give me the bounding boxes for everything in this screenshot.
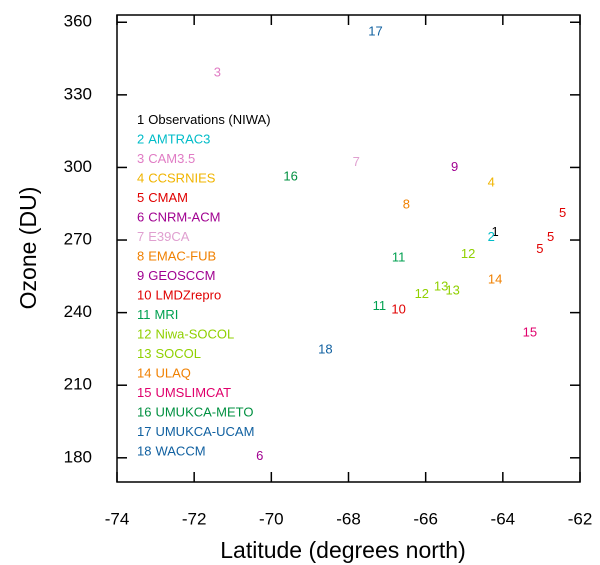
legend-entry: 2 AMTRAC3 xyxy=(137,132,210,147)
y-tick-label: 240 xyxy=(64,302,92,321)
legend-label: Niwa-SOCOL xyxy=(155,327,234,342)
point-marker: 12 xyxy=(415,286,429,301)
point-marker: 5 xyxy=(536,241,543,256)
legend-marker: 5 xyxy=(137,190,144,205)
legend-entry: 15 UMSLIMCAT xyxy=(137,385,231,400)
legend-entry: 9 GEOSCCM xyxy=(137,268,215,283)
legend-marker: 2 xyxy=(137,132,144,147)
x-tick-label: -74 xyxy=(105,509,130,528)
x-tick-label: -72 xyxy=(182,509,207,528)
legend-marker: 12 xyxy=(137,327,151,342)
point-marker: 8 xyxy=(403,196,410,211)
point-marker: 3 xyxy=(214,65,221,80)
legend-marker: 16 xyxy=(137,405,151,420)
point-marker: 16 xyxy=(283,169,297,184)
point-marker: 6 xyxy=(256,448,263,463)
legend-marker: 9 xyxy=(137,268,144,283)
y-tick-label: 180 xyxy=(64,447,92,466)
legend-marker: 11 xyxy=(137,307,151,322)
x-tick-label: -66 xyxy=(413,509,438,528)
legend-entry: 10 LMDZrepro xyxy=(137,288,221,303)
legend-entry: 1 Observations (NIWA) xyxy=(137,112,271,127)
x-tick-label: -62 xyxy=(568,509,593,528)
point-marker: 9 xyxy=(451,159,458,174)
y-tick-label: 330 xyxy=(64,84,92,103)
point-marker: 2 xyxy=(488,229,495,244)
point-marker: 5 xyxy=(559,205,566,220)
y-axis-label: Ozone (DU) xyxy=(15,187,41,310)
legend-marker: 18 xyxy=(137,444,151,459)
point-marker: 1 xyxy=(491,224,498,239)
legend-entry: 3 CAM3.5 xyxy=(137,151,195,166)
point-marker: 10 xyxy=(391,302,405,317)
legend-entry: 7 E39CA xyxy=(137,229,190,244)
legend-label: CNRM-ACM xyxy=(148,210,220,225)
legend-label: CMAM xyxy=(148,190,188,205)
point-marker: 13 xyxy=(434,279,448,294)
legend-entry: 12 Niwa-SOCOL xyxy=(137,327,234,342)
point-marker: 7 xyxy=(353,154,360,169)
legend-label: EMAC-FUB xyxy=(148,249,216,264)
y-tick-label: 300 xyxy=(64,157,92,176)
point-marker: 17 xyxy=(368,23,382,38)
point-marker: 11 xyxy=(392,250,406,265)
legend-marker: 3 xyxy=(137,151,144,166)
legend-entry: 18 WACCM xyxy=(137,444,206,459)
legend-entry: 4 CCSRNIES xyxy=(137,171,216,186)
legend-entry: 17 UMUKCA-UCAM xyxy=(137,424,254,439)
legend-marker: 4 xyxy=(137,171,144,186)
legend-label: UMUKCA-METO xyxy=(155,405,253,420)
legend-label: AMTRAC3 xyxy=(148,132,210,147)
legend-label: CCSRNIES xyxy=(148,171,216,186)
legend-label: MRI xyxy=(155,307,179,322)
legend-label: CAM3.5 xyxy=(148,151,195,166)
legend-marker: 7 xyxy=(137,229,144,244)
point-marker: 14 xyxy=(488,271,502,286)
y-tick-label: 270 xyxy=(64,230,92,249)
x-tick-label: -70 xyxy=(259,509,284,528)
legend-entry: 5 CMAM xyxy=(137,190,188,205)
y-tick-label: 360 xyxy=(64,12,92,31)
legend-entry: 11 MRI xyxy=(137,307,178,322)
point-marker: 13 xyxy=(445,282,459,297)
legend-marker: 1 xyxy=(137,112,144,127)
legend-label: ULAQ xyxy=(155,366,190,381)
legend-entry: 14 ULAQ xyxy=(137,366,191,381)
point-marker: 18 xyxy=(318,342,332,357)
legend-marker: 8 xyxy=(137,249,144,264)
legend-label: SOCOL xyxy=(155,346,201,361)
legend-marker: 13 xyxy=(137,346,151,361)
legend-marker: 6 xyxy=(137,210,144,225)
legend-label: Observations (NIWA) xyxy=(148,112,270,127)
legend-label: WACCM xyxy=(155,444,205,459)
legend-marker: 14 xyxy=(137,366,151,381)
x-tick-label: -64 xyxy=(491,509,516,528)
x-axis-label: Latitude (degrees north) xyxy=(220,537,466,563)
legend-entry: 6 CNRM-ACM xyxy=(137,210,220,225)
legend-label: GEOSCCM xyxy=(148,268,215,283)
legend-marker: 10 xyxy=(137,288,151,303)
legend-marker: 15 xyxy=(137,385,151,400)
legend-entry: 13 SOCOL xyxy=(137,346,201,361)
point-marker: 5 xyxy=(547,229,554,244)
point-marker: 4 xyxy=(488,175,495,190)
point-marker: 12 xyxy=(461,246,475,261)
legend-label: UMSLIMCAT xyxy=(155,385,231,400)
legend-label: UMUKCA-UCAM xyxy=(155,424,254,439)
point-marker: 11 xyxy=(373,298,387,313)
y-tick-label: 210 xyxy=(64,375,92,394)
point-marker: 15 xyxy=(523,325,537,340)
legend-marker: 17 xyxy=(137,424,151,439)
legend-entry: 8 EMAC-FUB xyxy=(137,249,216,264)
legend-label: LMDZrepro xyxy=(155,288,221,303)
legend-label: E39CA xyxy=(148,229,190,244)
legend-entry: 16 UMUKCA-METO xyxy=(137,405,253,420)
x-tick-label: -68 xyxy=(336,509,361,528)
